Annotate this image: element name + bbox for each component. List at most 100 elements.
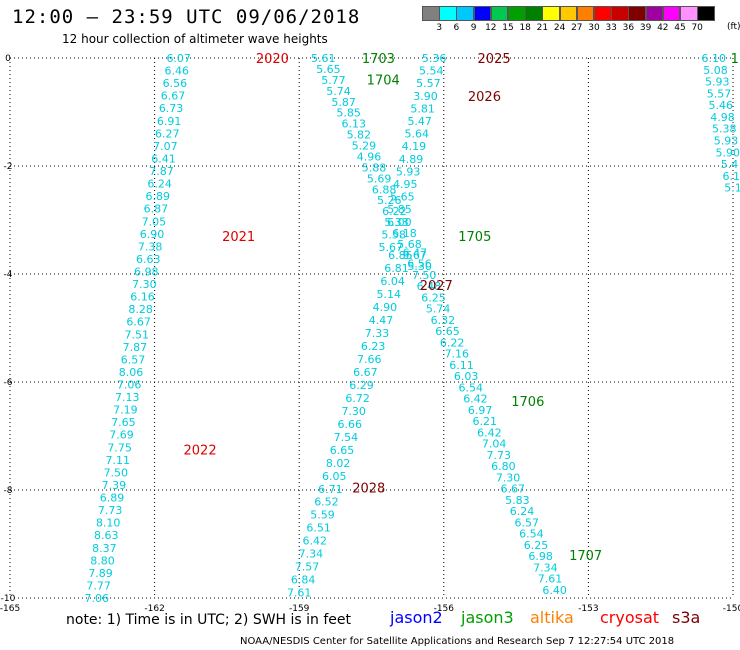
- wave-height-point: 5.74: [326, 85, 351, 98]
- wave-height-point: 6.11: [449, 359, 474, 372]
- wave-height-point: 6.98: [134, 265, 159, 278]
- wave-height-point: 6.54: [519, 528, 544, 541]
- wave-height-point: 5.26: [377, 194, 402, 207]
- legend-swatch: [525, 6, 543, 21]
- wave-height-point: 4.98: [710, 111, 735, 124]
- wave-height-point: 6.80: [491, 460, 516, 473]
- wave-height-point: 6.67: [500, 483, 525, 496]
- wave-height-point: 6.98: [528, 550, 553, 563]
- wave-height-point: 6.65: [330, 444, 355, 457]
- wave-height-point: 5.85: [336, 107, 361, 120]
- x-tick-label: -159: [289, 604, 310, 614]
- satellite-cryosat: cryosat: [600, 608, 660, 627]
- track-label: 2021: [222, 230, 255, 245]
- wave-height-point: 5.65: [316, 63, 341, 76]
- wave-height-point: 5.68: [397, 238, 422, 251]
- track-label: 2028: [352, 481, 385, 496]
- y-tick-label: -10: [1, 594, 16, 604]
- legend-label: 33: [605, 23, 617, 33]
- wave-height-point: 8.80: [90, 554, 115, 567]
- legend-label: 3: [436, 23, 443, 33]
- legend-swatch: [697, 6, 715, 21]
- wave-height-point: 6.65: [435, 325, 460, 338]
- wave-height-point: 5.77: [321, 74, 346, 87]
- wave-height-point: 6.40: [542, 584, 567, 597]
- wave-height-point: 5.46: [708, 99, 733, 112]
- legend-label: 70: [691, 23, 703, 33]
- wave-height-point: 5.93: [714, 134, 739, 147]
- wave-height-point: 6.07: [166, 52, 191, 65]
- wave-height-point: 7.73: [98, 504, 123, 517]
- wave-height-point: 6.97: [468, 404, 493, 417]
- wave-height-point: 7.77: [86, 579, 111, 592]
- legend-swatch: [508, 6, 526, 21]
- legend-swatch: [422, 6, 440, 21]
- wave-height-point: 6.24: [147, 178, 172, 191]
- wave-height-point: 7.34: [533, 561, 558, 574]
- wave-height-point: 5.81: [410, 102, 435, 115]
- wave-height-point: 4.19: [402, 140, 427, 153]
- wave-height-point: 5.83: [505, 494, 530, 507]
- legend-label: 21: [536, 23, 549, 33]
- track-label: 1705: [458, 230, 491, 245]
- wave-height-point: 6.67: [353, 366, 378, 379]
- wave-height-point: 4.96: [357, 150, 382, 163]
- wave-height-point: 5.08: [703, 64, 728, 77]
- x-tick-label: -150: [723, 604, 740, 614]
- wave-height-point: 6.23: [361, 340, 386, 353]
- wave-height-point: 7.30: [341, 405, 366, 418]
- wave-height-point: 6.18: [392, 227, 417, 240]
- wave-height-point: 5.58: [381, 228, 406, 241]
- wave-height-point: 7.65: [111, 416, 136, 429]
- track-label: 1: [731, 52, 739, 67]
- legend-label: 15: [502, 23, 514, 33]
- track-label: 2027: [420, 279, 453, 294]
- legend-label: 36: [622, 23, 635, 33]
- wave-height-point: 6.88: [372, 183, 397, 196]
- legend-swatch: [576, 6, 595, 21]
- wave-height-point: 5.65: [390, 191, 415, 204]
- y-tick-label: -6: [4, 378, 13, 388]
- wave-height-point: 7.50: [412, 269, 437, 282]
- wave-height-point: 5.29: [352, 140, 377, 153]
- wave-height-point: 6.57: [121, 353, 146, 366]
- wave-height-point: 7.51: [125, 328, 150, 341]
- wave-height-point: 7.61: [287, 587, 312, 600]
- page-title: 12:00 – 23:59 UTC 09/06/2018: [12, 6, 361, 28]
- track-label: 2026: [468, 90, 501, 105]
- wave-height-point: 6.67: [126, 316, 151, 329]
- wave-height-point: 4.95: [393, 178, 418, 191]
- satellite-jason3: jason3: [461, 608, 514, 627]
- wave-height-point: 6.27: [155, 127, 180, 140]
- wave-height-point: 7.54: [334, 431, 359, 444]
- wave-height-point: 6.32: [431, 314, 456, 327]
- wave-height-point: 7.38: [138, 240, 163, 253]
- legend-unit: (ft): [727, 22, 740, 32]
- legend-label: 24: [553, 23, 566, 33]
- wave-height-point: 7.30: [132, 278, 157, 291]
- wave-height-point: 7.69: [109, 429, 134, 442]
- legend-swatch: [594, 6, 612, 21]
- wave-height-point: 6.47: [403, 246, 428, 259]
- legend-swatch: [645, 6, 664, 21]
- wave-height-point: 7.05: [142, 215, 167, 228]
- wave-height-point: 6.42: [477, 426, 502, 439]
- wave-height-point: 5.67: [402, 249, 427, 262]
- wave-height-point: 6.89: [145, 190, 170, 203]
- wave-height-point: 5.74: [426, 303, 451, 316]
- wave-height-point: 6.72: [345, 392, 370, 405]
- wave-height-point: 6.24: [510, 505, 535, 518]
- wave-height-point: 6.66: [338, 418, 363, 431]
- legend-label: 27: [571, 23, 583, 33]
- wave-height-point: 7.57: [295, 561, 320, 574]
- wave-height-point: 6.52: [314, 496, 339, 509]
- wave-height-point: 5.36: [422, 52, 447, 65]
- wave-height-point: 6.10: [701, 52, 726, 65]
- wave-height-point: 5.59: [310, 509, 335, 522]
- wave-height-point: 7.16: [445, 348, 470, 361]
- wave-height-point: 6.22: [382, 205, 407, 218]
- legend-label: 39: [639, 23, 652, 33]
- x-tick-label: -153: [578, 604, 598, 614]
- wave-height-point: 5.4: [721, 158, 739, 171]
- wave-height-point: 6.03: [454, 370, 479, 383]
